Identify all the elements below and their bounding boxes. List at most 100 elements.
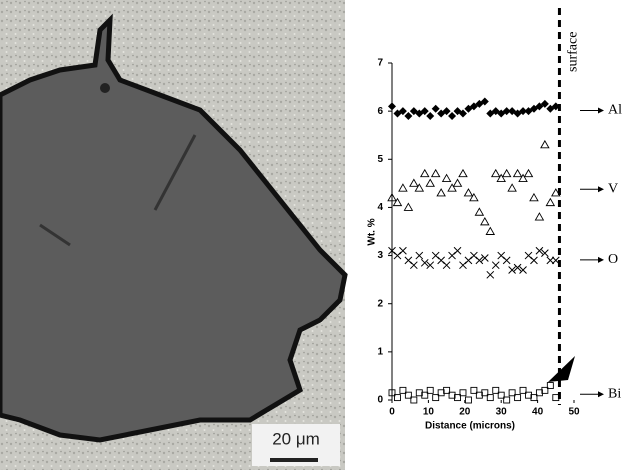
x-tick-label: 40 <box>532 407 544 418</box>
point <box>475 391 483 399</box>
series-label: Bi <box>608 386 621 401</box>
point <box>415 389 423 397</box>
point <box>552 394 560 402</box>
point <box>409 261 418 270</box>
surface-label: surface <box>566 32 581 72</box>
point <box>404 391 412 399</box>
y-tick-label: 7 <box>377 58 383 69</box>
y-tick-label: 4 <box>377 202 383 213</box>
point <box>490 168 501 178</box>
point <box>480 216 490 226</box>
point <box>415 251 424 260</box>
point <box>519 266 527 274</box>
point <box>541 386 549 394</box>
point <box>546 256 555 265</box>
point <box>430 168 441 178</box>
point <box>437 389 445 397</box>
point <box>514 394 522 402</box>
point <box>512 168 523 178</box>
micrograph: 20 μm <box>0 0 348 470</box>
y-tick-label: 6 <box>377 106 383 117</box>
point <box>497 391 505 399</box>
point <box>503 396 511 404</box>
point <box>403 202 414 211</box>
scale-bar-label: 20 μm <box>272 429 320 448</box>
point <box>540 99 549 108</box>
point <box>519 107 528 116</box>
pore <box>100 83 110 93</box>
point <box>387 192 397 202</box>
y-tick-label: 0 <box>377 395 383 406</box>
y-tick-label: 2 <box>377 298 383 309</box>
point <box>414 183 425 192</box>
point <box>475 256 484 265</box>
y-axis-title: Wt. % <box>367 218 378 245</box>
point <box>409 178 419 187</box>
point <box>551 102 560 111</box>
point <box>426 261 435 270</box>
point <box>540 139 550 149</box>
point <box>534 212 545 221</box>
point <box>410 396 418 404</box>
series-label: O <box>608 252 618 267</box>
x-tick-label: 0 <box>389 407 395 418</box>
point <box>431 104 440 113</box>
point <box>441 173 452 182</box>
crack <box>153 134 197 211</box>
point <box>480 97 489 106</box>
point <box>421 391 429 399</box>
point <box>469 192 479 202</box>
point <box>448 111 457 120</box>
point <box>513 263 522 272</box>
point <box>508 266 516 274</box>
point <box>474 207 485 216</box>
label-arrowhead <box>598 186 604 193</box>
y-tick-label: 3 <box>377 250 383 261</box>
label-arrowhead <box>598 391 604 398</box>
point <box>436 188 446 197</box>
point <box>398 183 408 192</box>
point <box>492 386 500 394</box>
point <box>525 391 532 399</box>
point <box>470 386 478 394</box>
point <box>443 386 451 394</box>
point <box>480 254 489 262</box>
point <box>404 111 413 120</box>
chart: Wt. % Distance (microns) 0 1 2 3 4 5 6 7 0 10 20 30… <box>367 8 622 432</box>
point <box>420 107 429 116</box>
point <box>447 183 457 192</box>
point <box>426 386 434 394</box>
pointer-arrow <box>548 356 575 382</box>
series-label: Al <box>608 103 622 118</box>
point <box>463 188 474 197</box>
x-tick-label: 20 <box>459 407 471 418</box>
point <box>426 111 435 120</box>
point <box>551 188 561 197</box>
point <box>546 382 554 390</box>
point <box>502 107 511 116</box>
point <box>448 391 456 399</box>
x-axis-title: Distance (microns) <box>425 421 515 432</box>
point <box>523 168 534 178</box>
point <box>459 389 467 397</box>
point <box>419 168 430 178</box>
point <box>454 394 461 402</box>
point <box>519 386 527 394</box>
point <box>442 107 451 116</box>
x-tick-label: 50 <box>568 407 580 418</box>
label-arrowhead <box>598 107 604 114</box>
point <box>388 389 396 397</box>
point <box>491 261 500 270</box>
point <box>502 256 511 265</box>
point <box>392 197 403 207</box>
point <box>507 183 517 192</box>
point <box>496 173 506 182</box>
point <box>530 256 538 265</box>
point <box>420 258 429 267</box>
point <box>486 270 495 279</box>
point <box>394 394 401 402</box>
label-arrowhead <box>598 256 604 263</box>
point <box>388 102 396 111</box>
point <box>399 246 407 255</box>
